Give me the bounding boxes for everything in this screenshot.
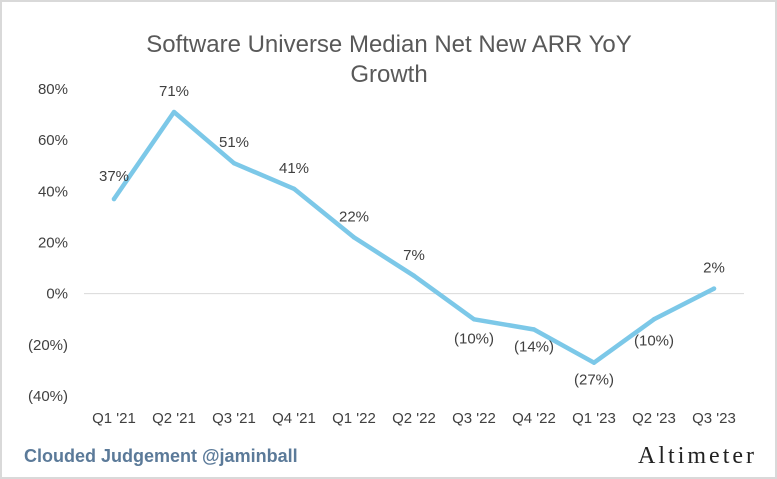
data-point xyxy=(411,273,417,278)
x-tick-label: Q2 '23 xyxy=(632,410,676,427)
data-label: 41% xyxy=(279,160,309,177)
x-tick-label: Q4 '22 xyxy=(512,410,556,427)
data-point xyxy=(291,186,297,191)
x-tick-label: Q2 '21 xyxy=(152,410,196,427)
y-tick-label: 80% xyxy=(38,81,68,98)
x-tick-label: Q1 '23 xyxy=(572,410,616,427)
x-tick-label: Q1 '22 xyxy=(332,410,376,427)
data-point xyxy=(711,286,717,291)
data-label: 71% xyxy=(159,83,189,100)
data-point xyxy=(531,327,537,332)
series-line xyxy=(111,109,717,365)
data-label: 37% xyxy=(99,168,129,185)
x-tick-label: Q2 '22 xyxy=(392,410,436,427)
data-label: (10%) xyxy=(634,332,674,349)
y-tick-label: 40% xyxy=(38,183,68,200)
data-labels: 37% 71% 51% 41% 22% 7% (10%) (14%) (27%) (10%) 2% xyxy=(99,83,725,389)
y-tick-label: 60% xyxy=(38,132,68,149)
data-point xyxy=(351,235,357,240)
x-tick-label: Q3 '22 xyxy=(452,410,496,427)
data-point xyxy=(651,317,657,322)
data-point xyxy=(231,160,237,166)
series-line-path xyxy=(111,109,717,365)
data-point xyxy=(591,360,597,365)
credit-text: Clouded Judgement @jaminball xyxy=(24,446,298,466)
x-tick-label: Q3 '23 xyxy=(692,410,736,427)
data-label: (27%) xyxy=(574,372,614,389)
data-point xyxy=(171,109,177,115)
x-tick-label: Q4 '21 xyxy=(272,410,316,427)
y-tick-label: (20%) xyxy=(28,337,68,354)
data-point xyxy=(471,317,477,322)
data-label: 22% xyxy=(339,208,369,225)
x-tick-label: Q3 '21 xyxy=(212,410,256,427)
data-label: 51% xyxy=(219,134,249,151)
data-label: (10%) xyxy=(454,330,494,347)
brand-logo: Altimeter xyxy=(638,443,757,469)
data-label: (14%) xyxy=(514,338,554,355)
x-axis: Q1 '21 Q2 '21 Q3 '21 Q4 '21 Q1 '22 Q2 '22 Q3 '… xyxy=(92,410,736,427)
data-label: 2% xyxy=(703,260,725,277)
chart-title-line1: Software Universe Median Net New ARR YoY xyxy=(146,31,632,58)
data-label: 7% xyxy=(403,247,425,264)
x-tick-label: Q1 '21 xyxy=(92,410,136,427)
y-tick-label: 20% xyxy=(38,235,68,252)
chart-title-line2: Growth xyxy=(350,61,427,88)
data-point xyxy=(111,196,117,202)
y-tick-label: 0% xyxy=(46,286,68,303)
y-tick-label: (40%) xyxy=(28,388,68,405)
y-axis: 80% 60% 40% 20% 0% (20%) (40%) xyxy=(28,81,744,405)
